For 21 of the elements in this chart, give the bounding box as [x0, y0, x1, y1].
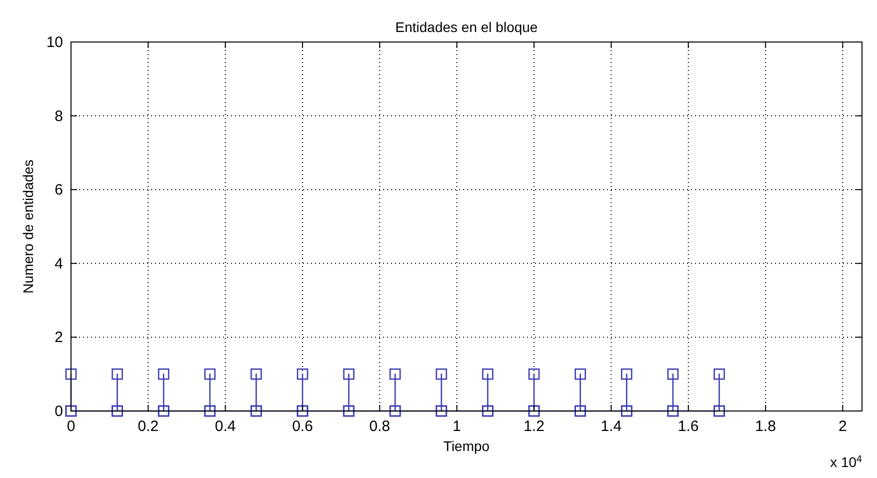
x-tick-label: 0.8 — [369, 418, 390, 435]
y-tick-label: 6 — [54, 182, 63, 199]
x-tick-label: 1.4 — [600, 418, 622, 435]
x-tick-label: 1.8 — [755, 418, 776, 435]
y-tick-label: 8 — [54, 108, 63, 125]
text: x 10$^{4}$ — [830, 454, 863, 470]
y-tick-label: 2 — [54, 329, 63, 346]
x-tick-label: 0.6 — [292, 418, 313, 435]
chart-title: Entidades en el bloque — [395, 19, 538, 35]
y-tick-label: 10 — [46, 34, 63, 51]
y-tick-label: 0 — [54, 403, 63, 420]
x-tick-label: 1.2 — [524, 418, 544, 435]
x-tick-label: 2 — [838, 418, 847, 435]
x-tick-label: 0.2 — [138, 418, 159, 435]
x-axis-title: Tiempo — [443, 438, 490, 454]
x-tick-label: 0 — [66, 418, 76, 435]
x-tick-label: 1 — [452, 418, 462, 435]
x-tick-label: 1.6 — [678, 418, 699, 435]
x-tick-label: 0.4 — [214, 418, 236, 435]
y-axis-title: Numero de entidades — [20, 160, 36, 294]
y-tick-label: 4 — [54, 255, 63, 272]
